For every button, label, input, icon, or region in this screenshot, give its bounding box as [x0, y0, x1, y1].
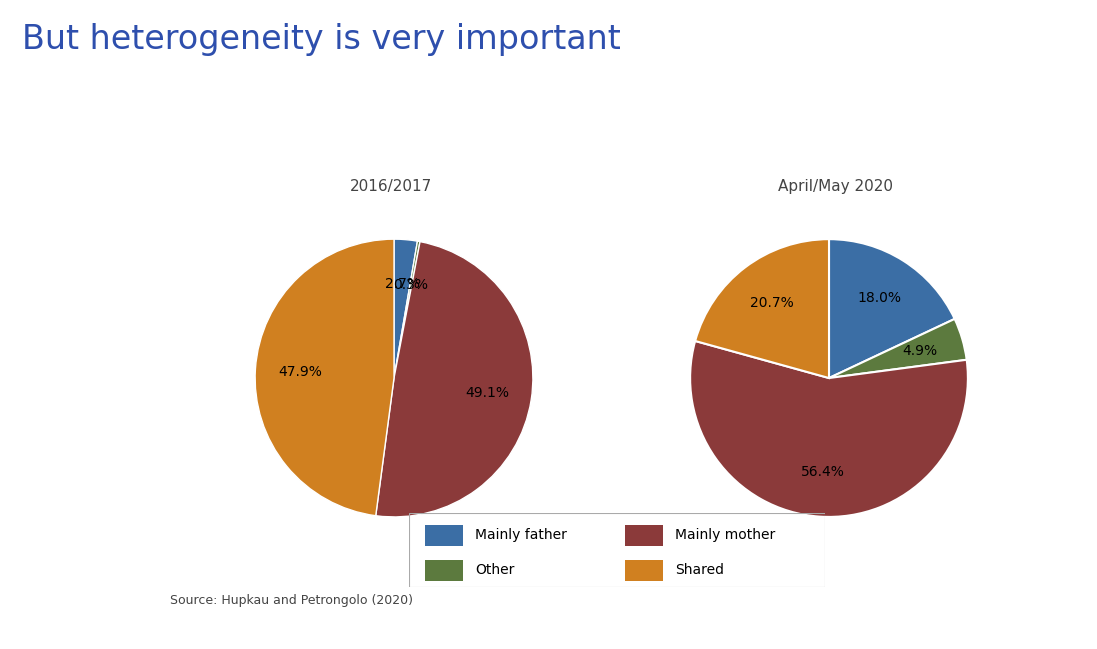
- Wedge shape: [829, 319, 966, 378]
- Text: But heterogeneity is very important: But heterogeneity is very important: [22, 23, 621, 56]
- Wedge shape: [376, 241, 533, 517]
- Text: 49.1%: 49.1%: [465, 386, 509, 400]
- Wedge shape: [695, 239, 829, 378]
- FancyBboxPatch shape: [426, 526, 463, 546]
- Wedge shape: [394, 239, 418, 378]
- Text: Shared: Shared: [676, 563, 724, 577]
- Text: 0.3%: 0.3%: [394, 278, 428, 292]
- Text: 56.4%: 56.4%: [801, 465, 845, 479]
- Text: Other: Other: [475, 563, 514, 577]
- Text: 2.7%: 2.7%: [385, 277, 419, 291]
- Text: April/May 2020: April/May 2020: [778, 179, 893, 194]
- Text: 18.0%: 18.0%: [858, 291, 902, 305]
- Wedge shape: [690, 341, 968, 517]
- Wedge shape: [394, 241, 420, 378]
- FancyBboxPatch shape: [625, 526, 663, 546]
- FancyBboxPatch shape: [426, 561, 463, 582]
- Text: 20.7%: 20.7%: [750, 296, 794, 310]
- Text: 4.9%: 4.9%: [902, 345, 937, 358]
- FancyBboxPatch shape: [625, 561, 663, 582]
- Text: 2016/2017: 2016/2017: [350, 179, 432, 194]
- Text: Source: Hupkau and Petrongolo (2020): Source: Hupkau and Petrongolo (2020): [170, 594, 414, 607]
- Wedge shape: [829, 239, 954, 378]
- Text: 47.9%: 47.9%: [278, 365, 321, 379]
- Text: Mainly mother: Mainly mother: [676, 528, 776, 542]
- Wedge shape: [256, 239, 394, 516]
- Text: Mainly father: Mainly father: [475, 528, 567, 542]
